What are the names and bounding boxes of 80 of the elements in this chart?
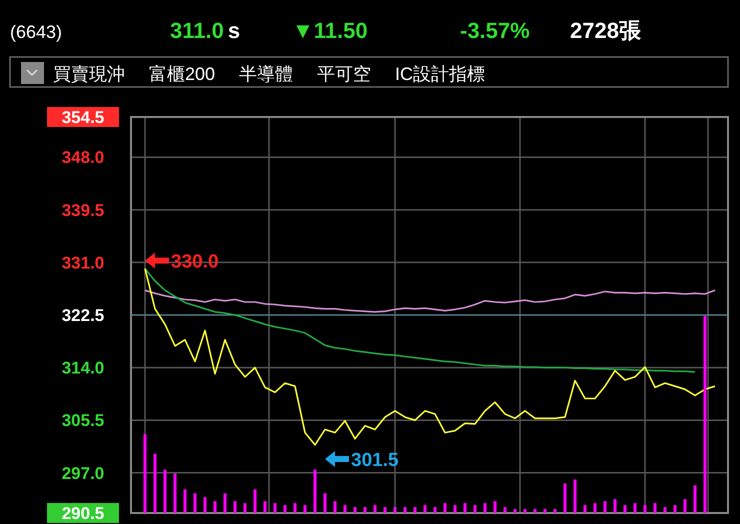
- bar: [294, 503, 296, 513]
- bar: [474, 505, 476, 513]
- bar: [224, 493, 226, 513]
- text: 買賣現沖: [53, 64, 125, 84]
- bar: [204, 497, 206, 513]
- bar: [334, 501, 336, 513]
- bar: [194, 493, 196, 513]
- bar: [344, 505, 346, 513]
- bar: [524, 509, 526, 513]
- bar: [434, 507, 436, 513]
- bar: [464, 503, 466, 513]
- bar: [644, 505, 646, 513]
- bar: [494, 501, 496, 513]
- bar: [684, 499, 686, 513]
- text: IC設計指標: [395, 64, 486, 84]
- bar: [454, 505, 456, 513]
- y-tick-label: 348.0: [62, 148, 104, 168]
- bar: [504, 507, 506, 513]
- bar: [594, 503, 596, 513]
- text: 平可空: [317, 64, 372, 84]
- bar: [514, 509, 516, 513]
- bar: [694, 485, 696, 513]
- y-tick-label: 305.5: [62, 411, 104, 430]
- y-tick-label: 314.0: [62, 358, 104, 378]
- bar: [674, 505, 676, 513]
- bar: [164, 470, 166, 513]
- text: ▼11.50: [292, 18, 368, 43]
- bar: [354, 507, 356, 513]
- text: s: [228, 18, 240, 43]
- y-tick-label: 290.5: [62, 504, 104, 523]
- bar: [184, 489, 186, 513]
- bar: [424, 505, 426, 513]
- text: 富櫃200: [149, 64, 216, 84]
- bar: [664, 507, 666, 513]
- bar: [624, 505, 626, 513]
- bar: [234, 501, 236, 513]
- bar: [634, 503, 636, 513]
- bar: [214, 501, 216, 513]
- bar: [394, 507, 396, 513]
- bar: [244, 503, 246, 513]
- bar: [174, 474, 176, 513]
- bar: [544, 509, 546, 513]
- bar: [364, 507, 366, 513]
- bar: [654, 503, 656, 513]
- text: -3.57%: [460, 18, 530, 43]
- bar: [554, 509, 556, 513]
- bar: [154, 454, 156, 513]
- line-series: [144, 290, 716, 313]
- text: (6643): [10, 22, 62, 42]
- bar: [314, 470, 316, 513]
- text: 2728張: [570, 18, 642, 43]
- y-tick-label: 297.0: [62, 464, 104, 483]
- bar: [574, 480, 576, 513]
- bar: [614, 499, 616, 513]
- bar: [584, 505, 586, 513]
- bar: [414, 507, 416, 513]
- bar: [404, 507, 406, 513]
- bar: [704, 316, 706, 513]
- bar: [534, 509, 536, 513]
- bar: [444, 503, 446, 513]
- bar: [274, 503, 276, 513]
- y-tick-label: 322.5: [62, 306, 104, 325]
- annotation: 301.5: [351, 450, 399, 471]
- bar: [284, 505, 286, 513]
- bar: [564, 483, 566, 513]
- bar: [304, 505, 306, 513]
- text: 半導體: [239, 64, 294, 84]
- bar: [384, 507, 386, 513]
- bar: [144, 434, 146, 513]
- y-tick-label: 331.0: [62, 253, 104, 272]
- bar: [374, 505, 376, 513]
- y-tick-label: 339.5: [62, 200, 104, 220]
- bar: [484, 503, 486, 513]
- bar: [604, 501, 606, 513]
- bar: [324, 493, 326, 513]
- bar: [264, 501, 266, 513]
- y-tick-label: 354.5: [62, 108, 104, 127]
- bar: [254, 489, 256, 513]
- annotation: 330.0: [171, 252, 219, 273]
- text: 311.0: [170, 18, 224, 43]
